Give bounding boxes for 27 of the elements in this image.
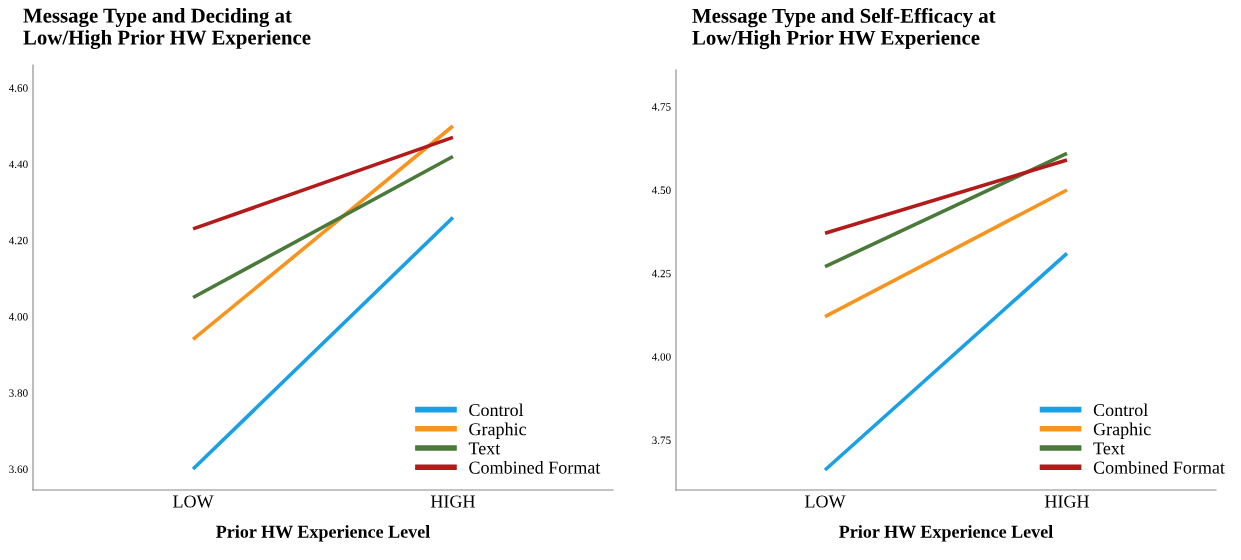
y-tick-label: 4.20 bbox=[8, 236, 28, 245]
legend-label: Text bbox=[1093, 442, 1125, 455]
y-tick-label: 4.60 bbox=[8, 84, 28, 92]
y-tick-label: 3.75 bbox=[652, 436, 671, 445]
legend-label: Control bbox=[469, 403, 524, 417]
x-tick-label: LOW bbox=[805, 495, 846, 508]
y-tick-label: 4.25 bbox=[651, 269, 671, 278]
legend-label: Combined Format bbox=[1093, 460, 1225, 474]
y-tick-label: 4.00 bbox=[651, 353, 671, 361]
chart-title: Message Type and Self-Efficacy at Low/High Prior HW Experience bbox=[692, 8, 996, 50]
y-tick-label: 4.40 bbox=[8, 160, 28, 169]
chart-title: Message Type and Deciding at Low/High Prior HW Experience bbox=[23, 8, 311, 49]
legend-label: Control bbox=[1093, 403, 1148, 417]
y-tick-label: 3.80 bbox=[9, 389, 28, 397]
legend-label: Text bbox=[468, 442, 501, 455]
y-tick-label: 4.00 bbox=[8, 313, 28, 321]
x-tick-label: HIGH bbox=[1044, 495, 1089, 508]
y-tick-label: 4.50 bbox=[651, 186, 671, 195]
x-tick-label: HIGH bbox=[430, 495, 475, 508]
legend-label: Graphic bbox=[469, 422, 527, 439]
y-tick-label: 4.75 bbox=[651, 103, 671, 111]
y-tick-label: 3.60 bbox=[9, 465, 28, 474]
x-axis-title: Prior HW Experience Level bbox=[216, 525, 430, 542]
legend-label: Graphic bbox=[1093, 422, 1151, 439]
x-axis-title: Prior HW Experience Level bbox=[839, 525, 1053, 542]
x-tick-label: LOW bbox=[173, 495, 214, 508]
legend-label: Combined Format bbox=[469, 460, 601, 474]
